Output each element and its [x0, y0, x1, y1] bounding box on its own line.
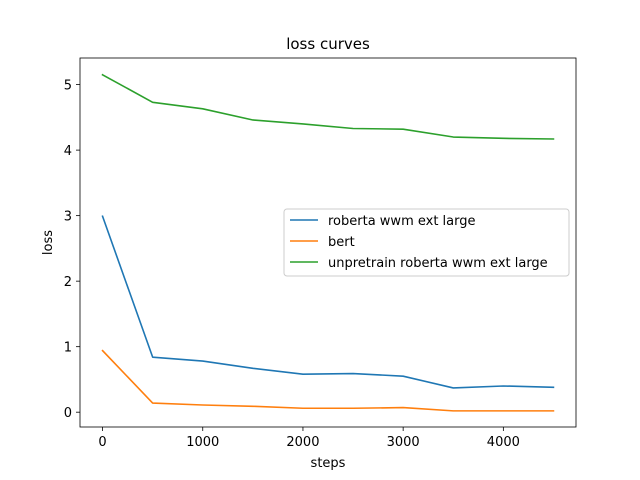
- series-line-1: [101, 215, 555, 389]
- y-tick-label: 5: [64, 79, 72, 94]
- axes-frame: [79, 57, 577, 428]
- legend-box: [283, 208, 570, 277]
- y-tick-label: 1: [64, 341, 72, 356]
- x-tick-label: 1000: [186, 435, 219, 450]
- x-axis-ticks: 0 1000 2000 3000 4000: [98, 427, 520, 450]
- legend-label-1: roberta wwm ext large: [328, 214, 476, 229]
- x-tick-label: 3000: [387, 435, 420, 450]
- legend-label-3: unpretrain roberta wwm ext large: [328, 256, 548, 271]
- legend: roberta wwm ext large bert unpretrain robe…: [283, 208, 570, 277]
- x-axis-label: steps: [311, 456, 346, 471]
- y-axis-ticks: 0 1 2 3 4 5: [64, 79, 80, 421]
- x-tick-label: 0: [98, 435, 106, 450]
- y-tick-label: 2: [64, 275, 72, 290]
- y-tick-label: 4: [64, 144, 72, 159]
- plot-layer: [101, 73, 555, 412]
- series-line-3: [101, 73, 555, 140]
- y-axis-label: loss: [41, 230, 56, 255]
- legend-label-2: bert: [328, 235, 355, 250]
- chart-title: loss curves: [286, 35, 370, 53]
- y-tick-label: 0: [64, 406, 72, 421]
- x-tick-label: 4000: [487, 435, 520, 450]
- series-line-2: [101, 349, 555, 412]
- y-tick-label: 3: [64, 210, 72, 225]
- x-tick-label: 2000: [286, 435, 319, 450]
